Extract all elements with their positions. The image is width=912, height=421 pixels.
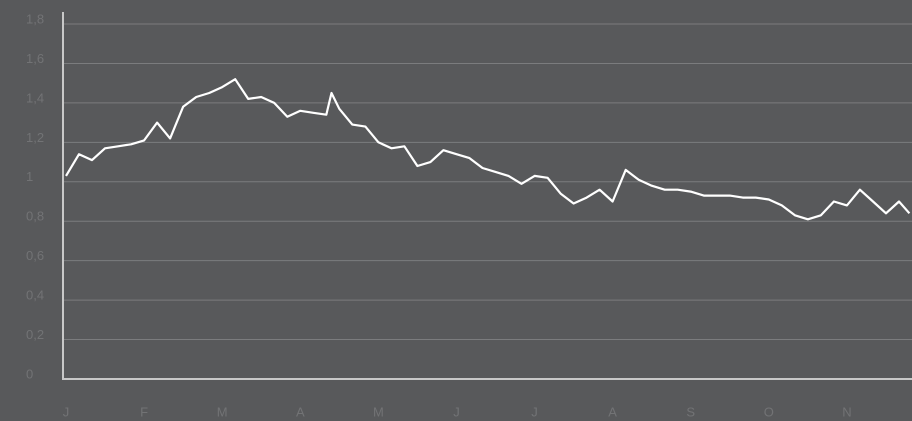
x-tick-label: S (686, 404, 695, 419)
y-tick-label: 1 (26, 169, 33, 184)
x-tick-label: N (842, 404, 851, 419)
y-tick-label: 1,6 (26, 51, 44, 66)
x-tick-label: M (373, 404, 384, 419)
line (65, 78, 911, 221)
y-tick-label: 0,6 (26, 248, 44, 263)
x-tick-label: F (140, 404, 148, 419)
y-tick-label: 0,4 (26, 288, 44, 303)
x-tick-label: A (608, 404, 617, 419)
y-tick-label: 1,2 (26, 130, 44, 145)
x-tick-label: J (531, 404, 538, 419)
y-tick-label: 0 (26, 366, 33, 381)
x-tick-label: A (296, 404, 305, 419)
y-tick-label: 1,8 (26, 11, 44, 26)
y-tick-label: 0,8 (26, 209, 44, 224)
x-tick-label: M (217, 404, 228, 419)
y-tick-label: 0,2 (26, 327, 44, 342)
y-tick-label: 1,4 (26, 90, 44, 105)
x-tick-label: J (453, 404, 460, 419)
x-tick-label: O (764, 404, 774, 419)
x-tick-label: J (63, 404, 70, 419)
